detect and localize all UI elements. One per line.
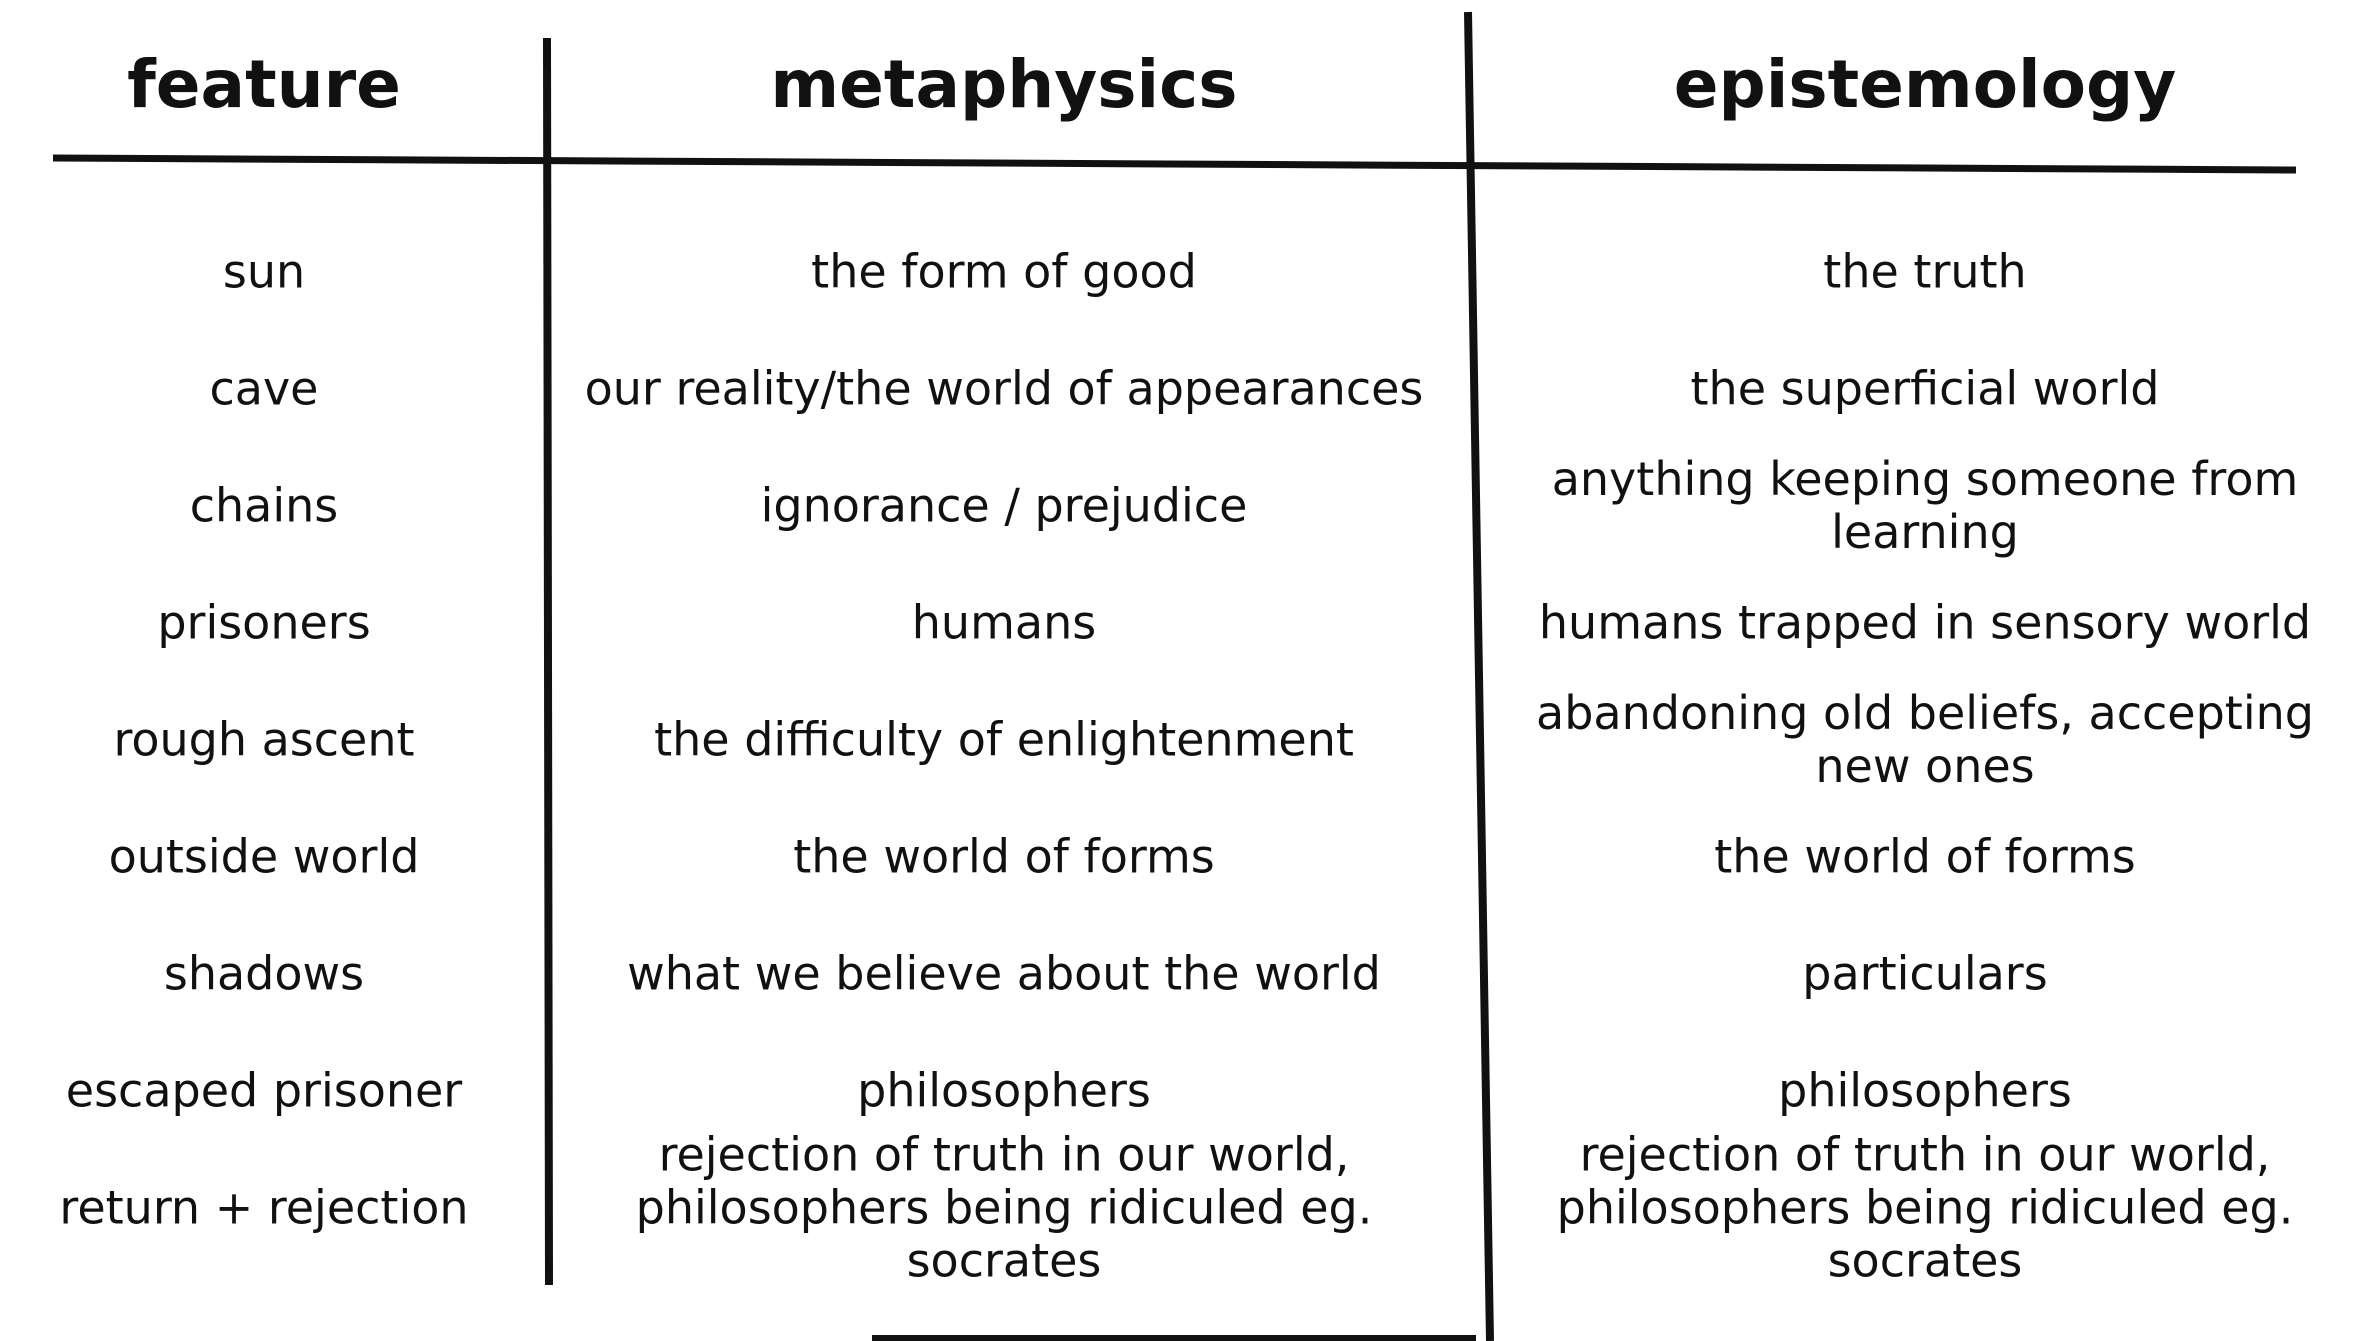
table-cell: the difficulty of enlightenment bbox=[654, 712, 1354, 767]
table-cell: philosophers bbox=[857, 1063, 1151, 1118]
column-header: metaphysics bbox=[770, 46, 1238, 124]
table-cell: the world of forms bbox=[793, 829, 1215, 884]
table-cell: abandoning old beliefs, accepting new on… bbox=[1536, 686, 2314, 793]
table-cell: cave bbox=[209, 361, 319, 416]
table-cell: sun bbox=[222, 244, 306, 299]
table-cell: prisoners bbox=[157, 595, 371, 650]
table-cell: rejection of truth in our world, philoso… bbox=[635, 1127, 1373, 1288]
table-cell: rough ascent bbox=[113, 712, 415, 767]
table-cell: shadows bbox=[163, 946, 365, 1001]
table-cell: the truth bbox=[1823, 244, 2027, 299]
table-cell: return + rejection bbox=[59, 1180, 469, 1235]
column-header: feature bbox=[127, 46, 401, 124]
table-cell: escaped prisoner bbox=[65, 1063, 463, 1118]
header-rule bbox=[52, 154, 2297, 174]
column-header: epistemology bbox=[1673, 46, 2177, 124]
table-cell: the form of good bbox=[811, 244, 1197, 299]
table-cell: ignorance / prejudice bbox=[760, 478, 1248, 533]
column-rule bbox=[543, 37, 553, 1286]
table-cell: what we believe about the world bbox=[627, 946, 1381, 1001]
table-cell: our reality/the world of appearances bbox=[584, 361, 1424, 416]
table-cell: particulars bbox=[1802, 946, 2048, 1001]
table-cell: humans bbox=[911, 595, 1097, 650]
table-cell: the superficial world bbox=[1690, 361, 2160, 416]
table-cell: rejection of truth in our world, philoso… bbox=[1556, 1127, 2294, 1288]
table-cell: chains bbox=[189, 478, 339, 533]
table-cell: the world of forms bbox=[1714, 829, 2136, 884]
table-cell: philosophers bbox=[1778, 1063, 2072, 1118]
column-rule bbox=[1464, 11, 1494, 1341]
table-cell: anything keeping someone from learning bbox=[1551, 452, 2299, 559]
table-cell: outside world bbox=[108, 829, 420, 884]
table-cell: humans trapped in sensory world bbox=[1538, 595, 2312, 650]
